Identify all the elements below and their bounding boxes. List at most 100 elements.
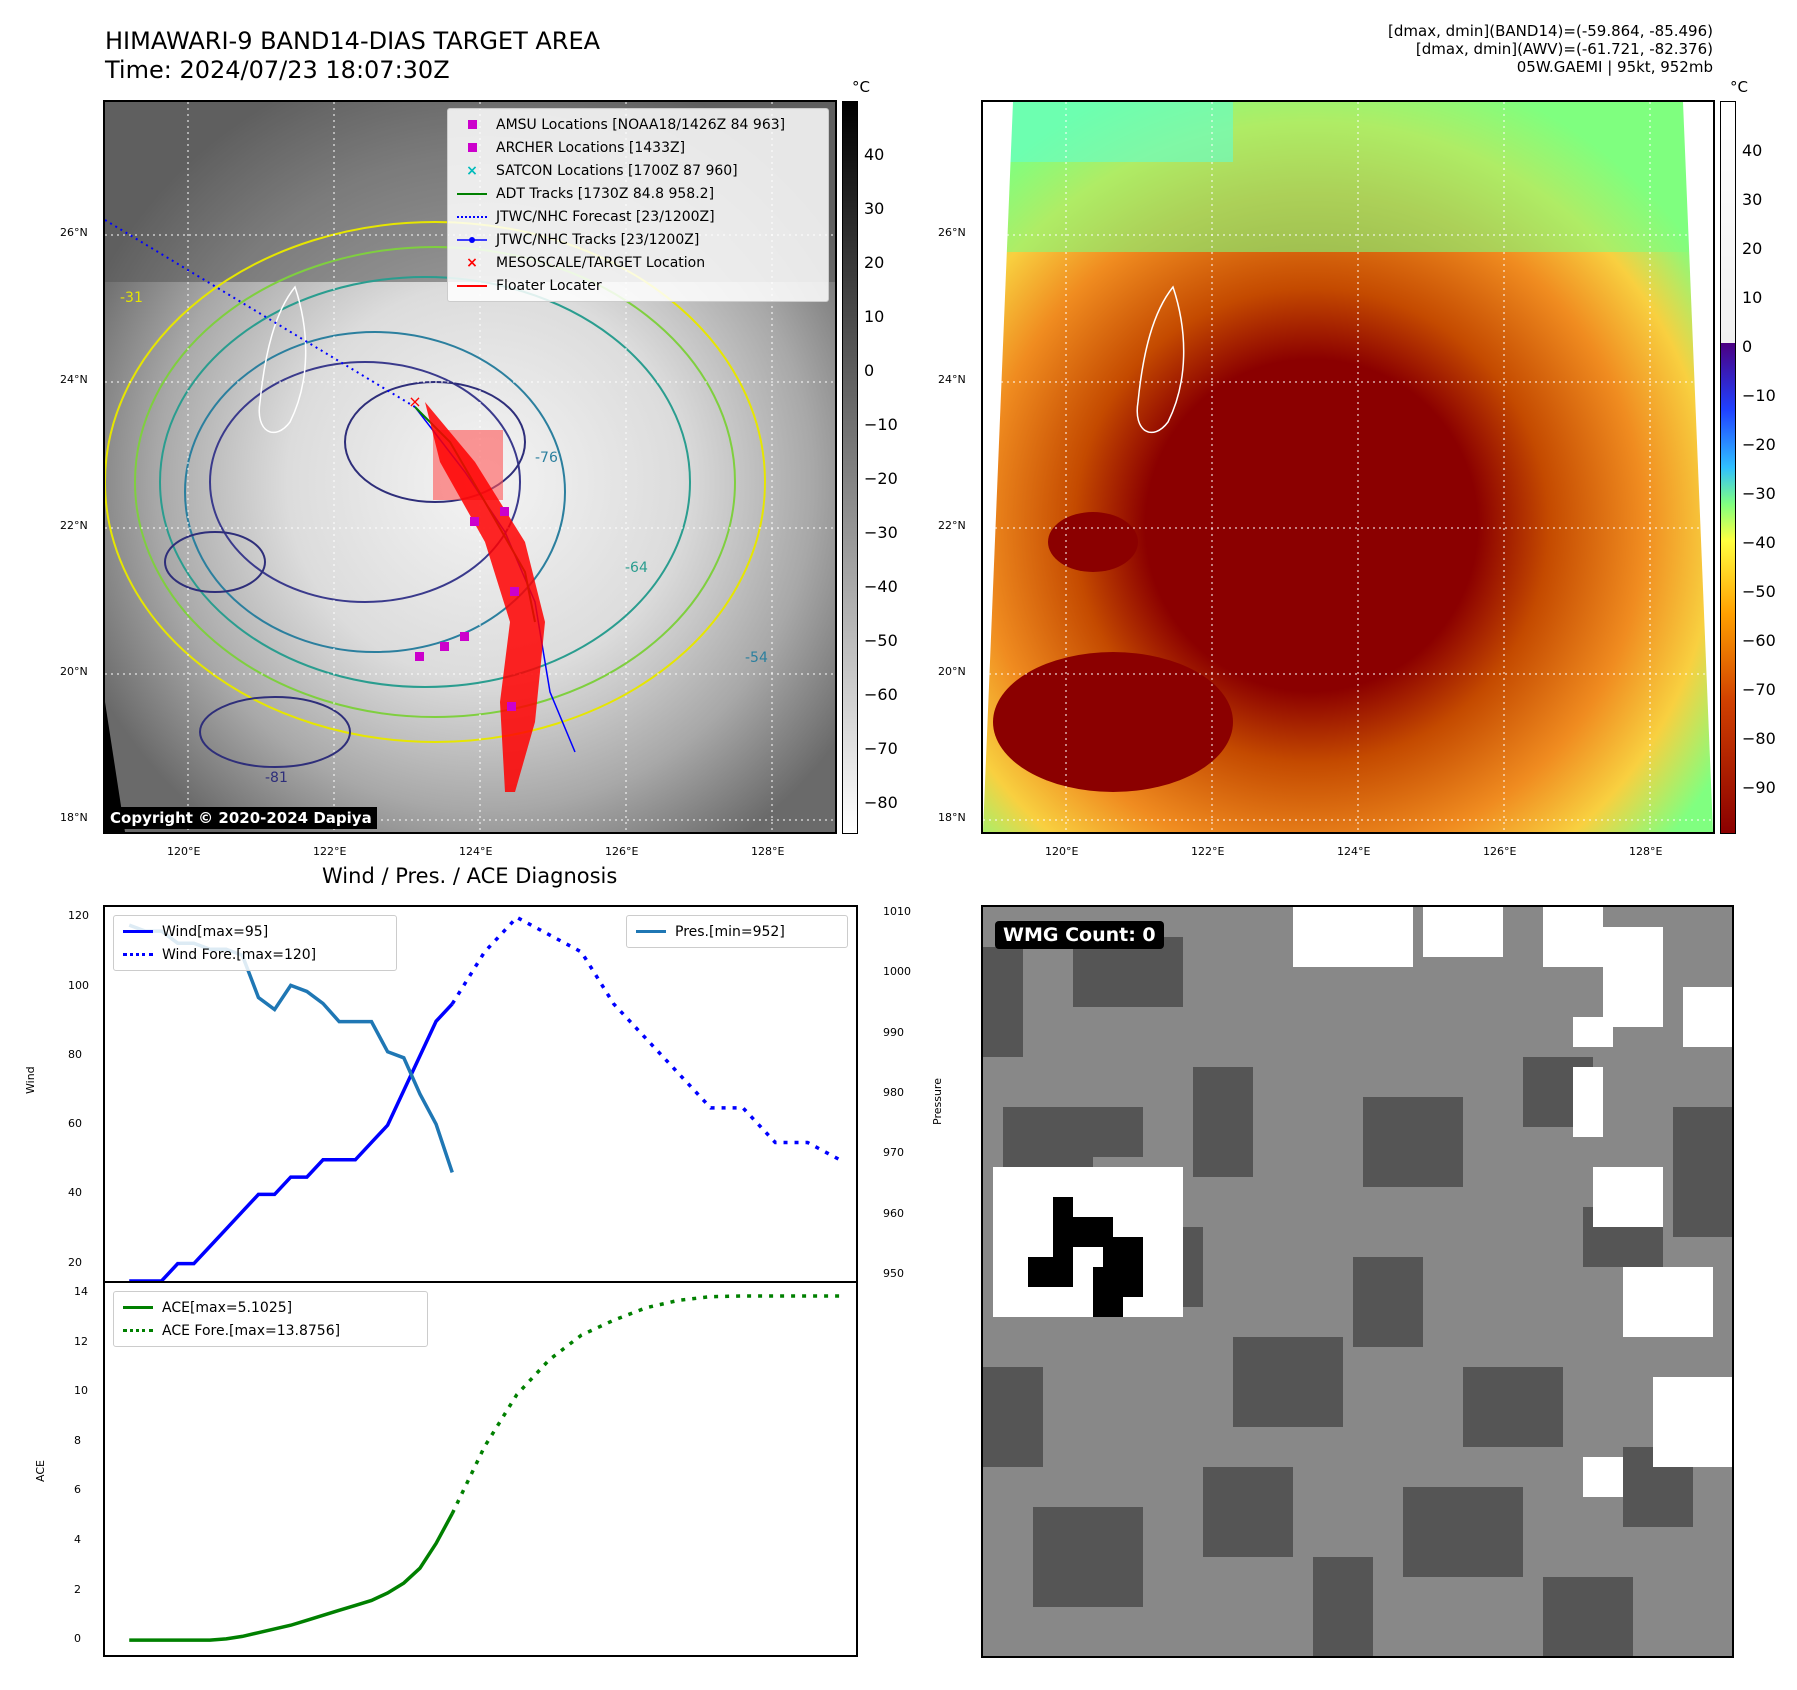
dotted-line-icon bbox=[122, 953, 154, 956]
colorbar2-tick: −20 bbox=[1742, 435, 1776, 454]
line-icon bbox=[456, 284, 488, 287]
pressure-y-tick: 1010 bbox=[883, 905, 911, 919]
lat-label-24: 24°N bbox=[60, 373, 88, 386]
lat-label-18: 18°N bbox=[60, 811, 88, 824]
ace-y-tick: 8 bbox=[74, 1433, 81, 1447]
colorbar1-tick: −40 bbox=[864, 577, 898, 596]
colorbar1-tick: −70 bbox=[864, 739, 898, 758]
pressure-y-tick: 970 bbox=[883, 1146, 904, 1160]
colorbar1-tick: −20 bbox=[864, 469, 898, 488]
ace-y-tick: 6 bbox=[74, 1483, 81, 1497]
lat-label-22-right: 22°N bbox=[938, 519, 966, 532]
ace-legend: ACE[max=5.1025] ACE Fore.[max=13.8756] bbox=[113, 1291, 428, 1347]
title-line-1: HIMAWARI-9 BAND14-DIAS TARGET AREA bbox=[105, 27, 601, 55]
amsu-locations bbox=[415, 507, 519, 711]
legend-item-jtwc-tracks: JTWC/NHC Tracks [23/1200Z] bbox=[456, 228, 820, 251]
pressure-y-tick: 990 bbox=[883, 1025, 904, 1039]
series-line bbox=[450, 1294, 840, 1515]
legend-item-target: × MESOSCALE/TARGET Location bbox=[456, 251, 820, 274]
ace-y-tick: 12 bbox=[74, 1334, 88, 1348]
contour-labels: -31 -54 -64 -76 -81 bbox=[120, 290, 768, 786]
ace-y-tick: 14 bbox=[74, 1284, 88, 1298]
x-mark-icon: × bbox=[466, 162, 478, 179]
pressure-y-tick: 960 bbox=[883, 1206, 904, 1220]
legend-item-wind: Wind[max=95] bbox=[122, 920, 388, 943]
line-icon bbox=[635, 930, 667, 933]
wind-y-tick: 20 bbox=[68, 1255, 82, 1269]
map-legend: AMSU Locations [NOAA18/1426Z 84 963] ARC… bbox=[447, 108, 829, 302]
lat-label-18-right: 18°N bbox=[938, 811, 966, 824]
series-line bbox=[450, 915, 841, 1162]
wind-legend: Wind[max=95] Wind Fore.[max=120] bbox=[113, 915, 397, 971]
colorbar1-unit: °C bbox=[852, 78, 870, 96]
lon-label-128: 128°E bbox=[751, 845, 785, 858]
wmg-panel: WMG Count: 0 bbox=[981, 905, 1734, 1658]
legend-item-ace-forecast: ACE Fore.[max=13.8756] bbox=[122, 1319, 419, 1342]
ace-y-tick: 0 bbox=[74, 1632, 81, 1646]
legend-item-archer: ARCHER Locations [1433Z] bbox=[456, 136, 820, 159]
info-band14-range: [dmax, dmin](BAND14)=(-59.864, -85.496) bbox=[1388, 22, 1713, 40]
wind-pressure-chart: Wind[max=95] Wind Fore.[max=120] Pres.[m… bbox=[103, 905, 858, 1283]
lat-label-20: 20°N bbox=[60, 665, 88, 678]
awv-map-panel bbox=[981, 100, 1715, 834]
wmg-image bbox=[983, 907, 1732, 1656]
svg-text:-54: -54 bbox=[745, 650, 768, 666]
storm-info: [dmax, dmin](BAND14)=(-59.864, -85.496) … bbox=[1388, 22, 1713, 76]
info-awv-range: [dmax, dmin](AWV)=(-61.721, -82.376) bbox=[1415, 40, 1713, 58]
lon-label-120: 120°E bbox=[167, 845, 201, 858]
info-storm-summary: 05W.GAEMI | 95kt, 952mb bbox=[1516, 58, 1713, 76]
dotted-line-icon bbox=[456, 215, 488, 218]
line-icon bbox=[122, 930, 154, 933]
series-line bbox=[129, 1512, 454, 1642]
lon-label-122: 122°E bbox=[313, 845, 347, 858]
legend-item-jtwc-forecast: JTWC/NHC Forecast [23/1200Z] bbox=[456, 205, 820, 228]
wind-y-tick: 100 bbox=[68, 978, 89, 992]
wind-y-tick: 120 bbox=[68, 909, 89, 923]
colorbar1-tick: 0 bbox=[864, 361, 875, 380]
line-icon bbox=[456, 192, 488, 195]
colorbar1-tick: 30 bbox=[864, 199, 885, 218]
svg-text:-64: -64 bbox=[625, 560, 648, 576]
lon-label-122-right: 122°E bbox=[1191, 845, 1225, 858]
ace-plot bbox=[129, 1294, 840, 1642]
copyright-badge: Copyright © 2020-2024 Dapiya bbox=[105, 807, 377, 829]
lat-label-24-right: 24°N bbox=[938, 373, 966, 386]
lat-label-20-right: 20°N bbox=[938, 665, 966, 678]
lon-label-120-right: 120°E bbox=[1045, 845, 1079, 858]
colorbar1-tick: −30 bbox=[864, 523, 898, 542]
legend-item-amsu: AMSU Locations [NOAA18/1426Z 84 963] bbox=[456, 113, 820, 136]
pressure-y-tick: 980 bbox=[883, 1086, 904, 1099]
jtwc-forecast-track bbox=[105, 219, 416, 408]
colorbar1-tick: 40 bbox=[864, 145, 885, 164]
lon-label-124-right: 124°E bbox=[1337, 845, 1371, 858]
wind-y-tick: 40 bbox=[68, 1186, 82, 1200]
legend-item-ace: ACE[max=5.1025] bbox=[122, 1296, 419, 1319]
colorbar2-tick: −10 bbox=[1742, 386, 1776, 405]
ace-y-tick: 4 bbox=[74, 1532, 81, 1546]
colorbar2-tick: −30 bbox=[1742, 484, 1776, 503]
colorbar1-tick: −50 bbox=[864, 631, 898, 650]
line-icon bbox=[122, 1306, 154, 1309]
colorbar2-tick: −40 bbox=[1742, 533, 1776, 552]
line-dot-icon bbox=[456, 236, 488, 244]
floater-locater bbox=[425, 402, 545, 792]
colorbar2-tick: −80 bbox=[1742, 729, 1776, 748]
lon-label-126-right: 126°E bbox=[1483, 845, 1517, 858]
pressure-legend: Pres.[min=952] bbox=[626, 915, 848, 948]
colorbar2-tick: −90 bbox=[1742, 778, 1776, 797]
colorbar2-awv bbox=[1720, 101, 1736, 834]
legend-item-satcon: × SATCON Locations [1700Z 87 960] bbox=[456, 159, 820, 182]
x-mark-icon: × bbox=[466, 254, 478, 271]
svg-text:-76: -76 bbox=[535, 450, 558, 466]
colorbar2-tick: 40 bbox=[1742, 141, 1763, 160]
wind-y-tick: 60 bbox=[68, 1117, 82, 1131]
lat-label-22: 22°N bbox=[60, 519, 88, 532]
lon-label-124: 124°E bbox=[459, 845, 493, 858]
wind-axis-label: Wind bbox=[24, 1066, 37, 1094]
legend-item-floater: Floater Locater bbox=[456, 274, 820, 297]
ace-y-tick: 10 bbox=[74, 1384, 88, 1398]
svg-text:-81: -81 bbox=[265, 770, 288, 786]
colorbar1-tick: −60 bbox=[864, 685, 898, 704]
ace-chart: ACE[max=5.1025] ACE Fore.[max=13.8756] bbox=[103, 1281, 858, 1657]
pressure-axis-label: Pressure bbox=[931, 1078, 944, 1125]
